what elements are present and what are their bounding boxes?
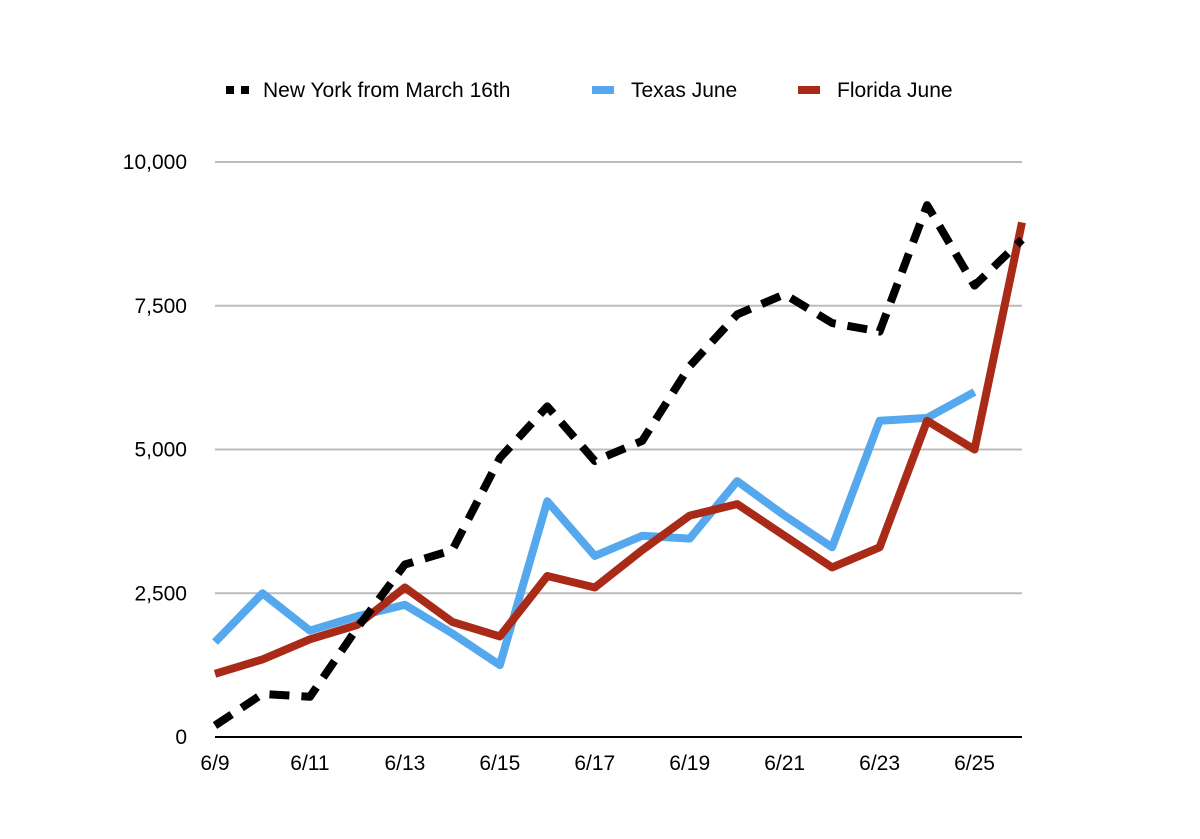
legend-label: Texas June [631, 79, 737, 102]
x-tick-label: 6/25 [954, 752, 995, 775]
grid-lines [215, 161, 1022, 595]
x-tick-label: 6/11 [290, 752, 329, 775]
x-tick-label: 6/21 [764, 752, 805, 775]
x-tick-label: 6/19 [669, 752, 710, 775]
y-tick-label: 5,000 [134, 439, 187, 462]
legend-label: New York from March 16th [263, 79, 510, 102]
series-line-1 [212, 388, 977, 670]
legend-label: Florida June [837, 79, 953, 102]
y-tick-label: 2,500 [134, 582, 187, 605]
series-lines [212, 201, 1026, 729]
y-tick-label: 7,500 [134, 295, 187, 318]
y-tick-label: 10,000 [123, 151, 187, 174]
series-line-0 [212, 201, 1025, 729]
axes: 0 2,500 5,000 7,500 10,000 6/9 6/11 6/13 6/15 6/1… [123, 151, 1022, 775]
legend: New York from March 16th Texas June Florid… [226, 79, 953, 102]
x-tick-label: 6/15 [479, 752, 520, 775]
x-tick-label: 6/13 [384, 752, 425, 775]
y-tick-label: 0 [175, 726, 187, 749]
series-line-2 [213, 221, 1026, 678]
x-tick-label: 6/23 [859, 752, 900, 775]
x-tick-label: 6/17 [574, 752, 615, 775]
x-tick-label: 6/9 [200, 752, 229, 775]
